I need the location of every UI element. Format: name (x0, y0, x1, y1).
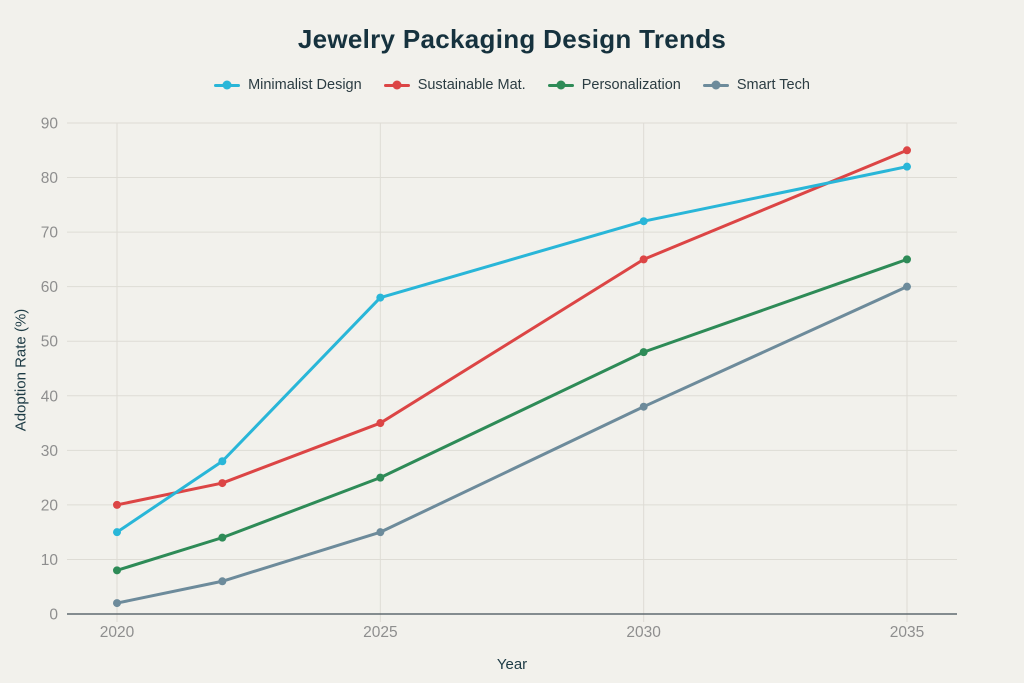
y-tick-label: 20 (41, 497, 59, 514)
data-point-minimalist-design (218, 457, 227, 466)
data-point-minimalist-design (639, 217, 648, 226)
x-axis-title: Year (496, 656, 528, 673)
x-tick-label: 2020 (100, 624, 135, 641)
y-tick-label: 60 (41, 279, 59, 296)
legend-item-sustainable-mat[interactable]: Sustainable Mat. (383, 77, 526, 93)
x-tick-label: 2035 (890, 624, 924, 641)
y-tick-label: 0 (49, 607, 58, 624)
data-point-personalization (218, 533, 227, 542)
series-line-sustainable-mat (115, 148, 909, 507)
data-point-personalization (376, 473, 385, 482)
y-tick-label: 40 (41, 388, 59, 405)
legend-line-marker-icon (214, 80, 241, 90)
data-point-smart-tech (376, 528, 385, 537)
series-line-personalization (115, 257, 909, 572)
legend-point-icon (711, 80, 721, 90)
data-point-personalization (113, 566, 121, 575)
data-point-minimalist-design (376, 293, 385, 302)
data-point-minimalist-design (903, 162, 911, 171)
chart-title: Jewelry Packaging Design Trends (297, 24, 727, 54)
legend-item-smart-tech[interactable]: Smart Tech (702, 77, 810, 93)
chart-legend: Minimalist Design Sustainable Mat. Persona… (0, 77, 1024, 93)
data-point-sustainable-mat (903, 146, 911, 155)
y-tick-label: 30 (41, 443, 59, 460)
y-tick-label: 90 (41, 116, 59, 133)
data-point-sustainable-mat (376, 419, 385, 428)
legend-point-icon (222, 80, 232, 90)
x-tick-label: 2025 (363, 624, 397, 641)
series-line-smart-tech (115, 285, 909, 605)
legend-point-icon (392, 80, 402, 90)
y-tick-label: 70 (41, 225, 59, 242)
data-point-sustainable-mat (113, 500, 121, 509)
data-point-personalization (639, 348, 648, 357)
legend-line-marker-icon (702, 80, 729, 90)
y-tick-label: 10 (41, 552, 59, 569)
legend-item-minimalist-design[interactable]: Minimalist Design (214, 77, 362, 93)
legend-item-personalization[interactable]: Personalization (547, 77, 681, 93)
data-point-smart-tech (903, 282, 911, 291)
data-point-smart-tech (639, 402, 648, 411)
data-point-minimalist-design (113, 528, 121, 537)
legend-point-icon (556, 80, 566, 90)
legend-label: Smart Tech (736, 77, 810, 93)
legend-line-marker-icon (383, 80, 410, 90)
legend-line-marker-icon (547, 80, 574, 90)
legend-label: Minimalist Design (248, 77, 362, 93)
data-point-sustainable-mat (218, 479, 227, 488)
legend-label: Sustainable Mat. (417, 77, 526, 93)
data-point-smart-tech (218, 577, 227, 586)
data-point-smart-tech (113, 599, 121, 608)
legend-label: Personalization (581, 77, 681, 93)
data-point-personalization (903, 255, 911, 264)
x-tick-label: 2030 (626, 624, 661, 641)
y-tick-label: 50 (41, 334, 59, 351)
y-tick-label: 80 (41, 170, 59, 187)
y-axis-title: Adoption Rate (%) (12, 308, 30, 432)
data-point-sustainable-mat (639, 255, 648, 264)
